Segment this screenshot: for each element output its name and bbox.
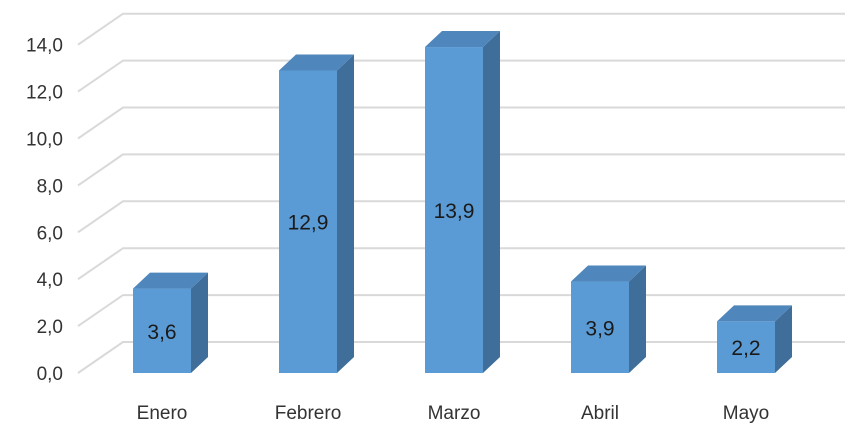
data-label: 3,6 xyxy=(147,321,176,344)
bar xyxy=(279,54,354,374)
gridline xyxy=(77,247,845,281)
y-tick-label: 14,0 xyxy=(26,36,63,57)
x-category-label: Abril xyxy=(581,403,619,424)
data-label: 2,2 xyxy=(731,337,760,360)
bar-side-face xyxy=(775,305,792,373)
data-labels: 3,6 12,9 13,9 3,9 2,2 xyxy=(147,200,760,360)
y-tick-label: 6,0 xyxy=(37,223,63,244)
bar-side-face xyxy=(483,31,500,373)
bar-top-face xyxy=(133,272,208,289)
bar-front-face xyxy=(133,288,191,373)
data-label: 3,9 xyxy=(585,317,614,340)
x-axis-categories: Enero Febrero Marzo Abril Mayo xyxy=(137,403,770,424)
bar xyxy=(717,305,792,373)
y-tick-label: 10,0 xyxy=(26,130,63,151)
data-label: 13,9 xyxy=(434,200,475,223)
x-category-label: Mayo xyxy=(723,403,769,424)
bar-front-face xyxy=(571,281,629,373)
bar-top-face xyxy=(717,305,792,322)
bar xyxy=(425,31,500,374)
bar-top-face xyxy=(425,31,500,48)
y-axis-ticks: 0,0 2,0 4,0 6,0 8,0 10,0 12,0 14,0 xyxy=(26,36,63,385)
gridlines xyxy=(77,12,845,374)
x-category-label: Febrero xyxy=(275,403,342,424)
bars xyxy=(133,31,792,374)
bar-side-face xyxy=(191,272,208,373)
bar-front-face xyxy=(425,47,483,374)
bar xyxy=(571,265,646,373)
bar-side-face xyxy=(629,265,646,373)
gridline xyxy=(77,200,845,234)
bar-front-face xyxy=(279,70,337,374)
bar-side-face xyxy=(337,54,354,374)
y-tick-label: 2,0 xyxy=(37,317,63,338)
bar-front-face xyxy=(717,321,775,373)
x-category-label: Marzo xyxy=(428,403,481,424)
x-category-label: Enero xyxy=(137,403,188,424)
bar xyxy=(133,272,208,373)
y-tick-label: 0,0 xyxy=(37,364,63,385)
bar-top-face xyxy=(571,265,646,282)
y-tick-label: 8,0 xyxy=(37,176,63,197)
gridline xyxy=(77,12,845,46)
bar-top-face xyxy=(279,54,354,71)
y-tick-label: 12,0 xyxy=(26,83,63,104)
gridline xyxy=(77,153,845,187)
data-label: 12,9 xyxy=(288,212,329,235)
gridline xyxy=(77,106,845,140)
gridline xyxy=(77,59,845,93)
y-tick-label: 4,0 xyxy=(37,270,63,291)
